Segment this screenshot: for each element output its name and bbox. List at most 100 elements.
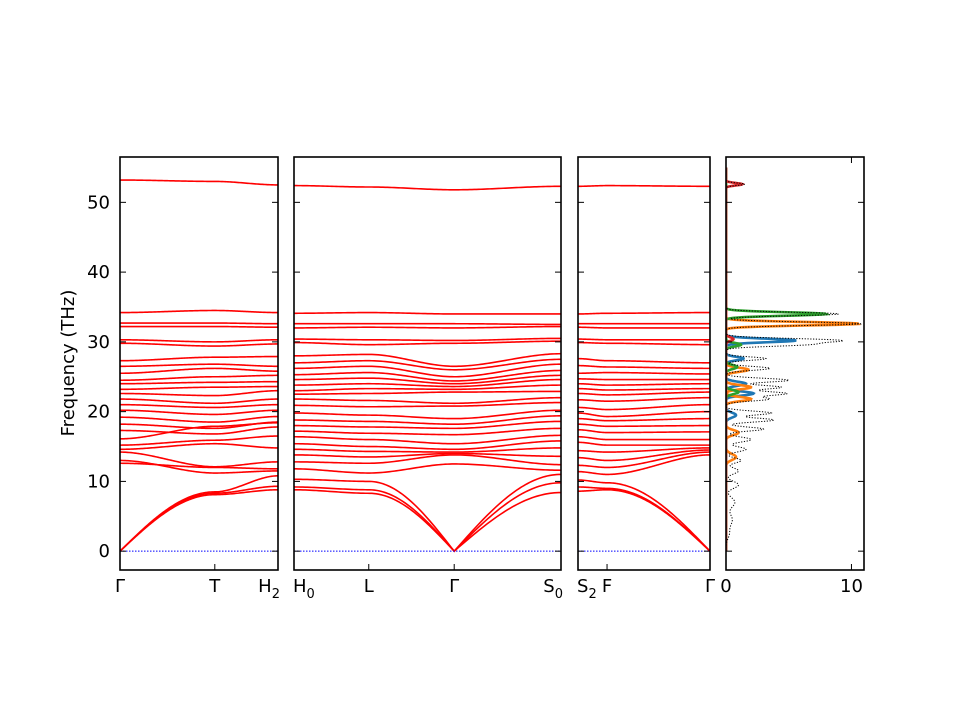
optic-band-10 bbox=[294, 374, 561, 385]
dos-partial-0 bbox=[726, 167, 797, 552]
optic-band-3 bbox=[578, 326, 710, 329]
dos-total bbox=[726, 167, 862, 552]
optic-band-15 bbox=[294, 401, 561, 408]
optic-band-16 bbox=[120, 415, 278, 423]
optic-band-0 bbox=[294, 184, 561, 191]
y-tick-label: 30 bbox=[87, 332, 110, 353]
acoustic-band-2 bbox=[578, 488, 710, 552]
optic-band-16 bbox=[294, 409, 561, 420]
optic-band-4 bbox=[294, 337, 561, 342]
x-tick-label: S2 bbox=[577, 576, 597, 602]
x-tick-label: H0 bbox=[293, 576, 315, 602]
x-tick-label-base: Γ bbox=[705, 576, 715, 597]
x-tick-label-base: T bbox=[208, 576, 221, 597]
bands bbox=[294, 184, 561, 553]
optic-band-24 bbox=[578, 454, 710, 476]
optic-band-19 bbox=[578, 435, 710, 441]
x-tick-label: Γ bbox=[705, 576, 715, 597]
optic-band-22 bbox=[294, 447, 561, 453]
optic-band-9 bbox=[294, 369, 561, 382]
optic-band-20 bbox=[578, 441, 710, 446]
optic-band-18 bbox=[294, 420, 561, 430]
x-tick-label: T bbox=[208, 576, 221, 597]
bands bbox=[120, 179, 278, 552]
panel-frame bbox=[293, 156, 562, 571]
panel-frame bbox=[119, 156, 279, 571]
optic-band-16 bbox=[578, 417, 710, 422]
optic-band-6 bbox=[294, 352, 561, 368]
x-tick-label: S0 bbox=[543, 576, 563, 602]
optic-band-2 bbox=[120, 322, 278, 325]
y-tick-label: 50 bbox=[87, 192, 110, 213]
x-tick-label-base: Γ bbox=[115, 576, 125, 597]
optic-band-10 bbox=[120, 380, 278, 385]
optic-band-23 bbox=[120, 459, 278, 474]
optic-band-18 bbox=[120, 426, 278, 435]
optic-band-21 bbox=[578, 447, 710, 453]
optic-band-20 bbox=[294, 434, 561, 445]
optic-band-0 bbox=[578, 184, 710, 188]
optic-band-9 bbox=[578, 378, 710, 381]
dos-x-tick-label: 0 bbox=[720, 576, 731, 597]
panel-frame bbox=[577, 156, 711, 571]
optic-band-5 bbox=[578, 341, 710, 346]
optic-band-4 bbox=[120, 338, 278, 343]
optic-band-3 bbox=[120, 325, 278, 329]
x-tick-label-sub: 0 bbox=[307, 587, 315, 602]
optic-band-7 bbox=[578, 364, 710, 370]
dos-x-tick-label: 10 bbox=[840, 576, 863, 597]
optic-band-21 bbox=[120, 442, 278, 451]
optic-band-6 bbox=[578, 357, 710, 364]
optic-band-8 bbox=[120, 367, 278, 375]
x-tick-label-sub: 2 bbox=[588, 587, 596, 602]
x-tick-label: Γ bbox=[449, 576, 459, 597]
x-tick-label: F bbox=[602, 576, 612, 597]
optic-band-13 bbox=[294, 390, 561, 395]
x-tick-label-sub: 0 bbox=[555, 587, 563, 602]
optic-band-1 bbox=[294, 311, 561, 315]
optic-band-10 bbox=[578, 382, 710, 386]
optic-band-23 bbox=[294, 452, 561, 458]
x-tick-label-base: L bbox=[364, 576, 374, 597]
x-tick-label-base: F bbox=[602, 576, 612, 597]
x-tick-label-base: S bbox=[543, 576, 554, 597]
optic-band-2 bbox=[294, 322, 561, 326]
optic-band-17 bbox=[294, 415, 561, 425]
x-tick-label: L bbox=[364, 576, 374, 597]
optic-band-11 bbox=[578, 387, 710, 391]
optic-band-22 bbox=[120, 451, 278, 468]
y-tick-label: 20 bbox=[87, 402, 110, 423]
y-tick-label: 0 bbox=[99, 541, 110, 562]
optic-band-24 bbox=[120, 462, 278, 470]
optic-band-5 bbox=[294, 340, 561, 346]
acoustic-band-0 bbox=[294, 473, 561, 553]
optic-band-12 bbox=[120, 389, 278, 397]
optic-band-5 bbox=[120, 342, 278, 347]
x-tick-label-base: S bbox=[577, 576, 588, 597]
dos-partial-1 bbox=[726, 167, 861, 552]
acoustic-band-2 bbox=[294, 488, 561, 553]
optic-band-19 bbox=[120, 422, 278, 440]
acoustic-band-0 bbox=[578, 479, 710, 552]
optic-band-25 bbox=[294, 463, 561, 474]
optic-band-20 bbox=[120, 435, 278, 446]
optic-band-14 bbox=[120, 403, 278, 409]
optic-band-0 bbox=[120, 179, 278, 186]
dos-panel: 0 10 bbox=[720, 156, 865, 597]
optic-band-9 bbox=[120, 374, 278, 382]
x-tick-label-sub: 2 bbox=[272, 587, 280, 602]
optic-band-12 bbox=[578, 391, 710, 396]
optic-band-12 bbox=[294, 384, 561, 392]
optic-band-14 bbox=[294, 396, 561, 405]
optic-band-23 bbox=[578, 451, 710, 469]
optic-band-4 bbox=[578, 338, 710, 341]
dos-curves bbox=[726, 167, 862, 552]
optic-band-21 bbox=[294, 440, 561, 451]
dos-frame bbox=[725, 156, 865, 571]
optic-band-6 bbox=[120, 355, 278, 362]
x-tick-label-base: H bbox=[258, 576, 272, 597]
optic-band-1 bbox=[578, 311, 710, 315]
